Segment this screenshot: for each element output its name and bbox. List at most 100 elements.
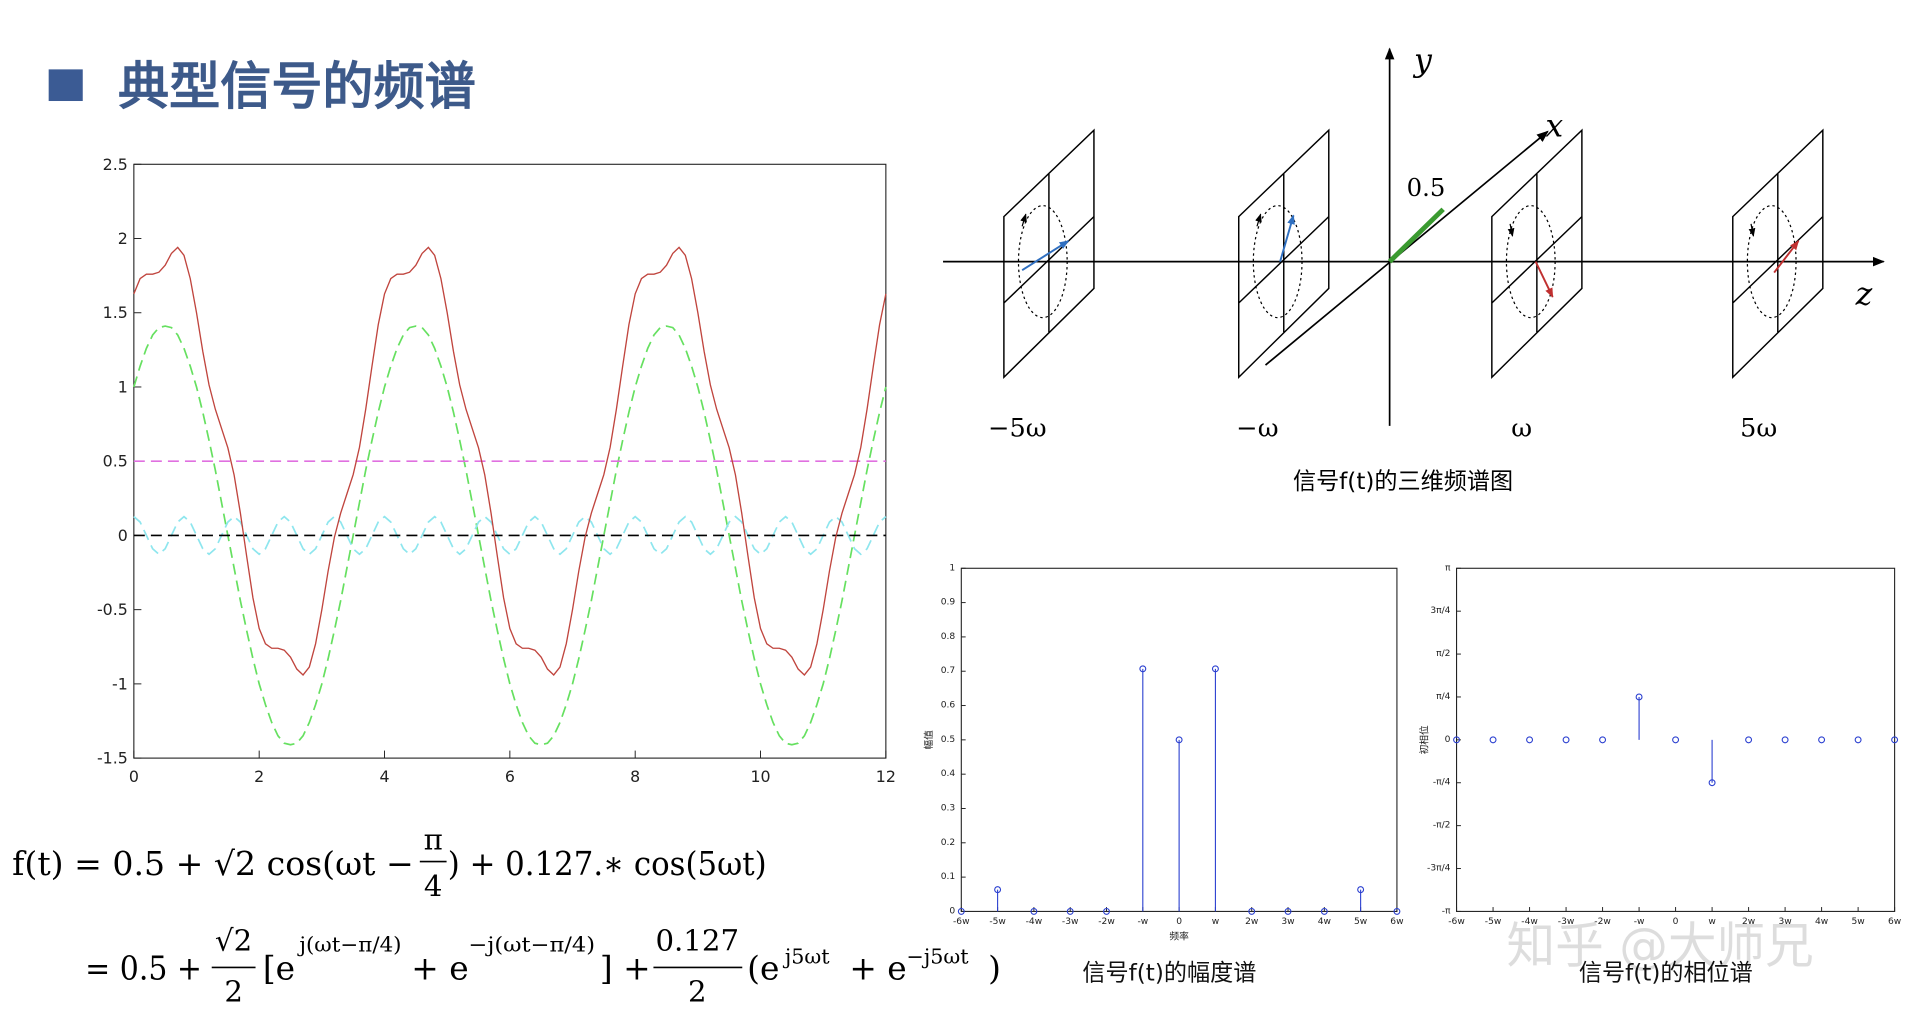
plane-line — [1003, 216, 1095, 304]
x-tick-label: 4 — [379, 767, 389, 786]
frequency-label: ω — [1511, 413, 1532, 443]
y-tick-label: π/4 — [1436, 692, 1451, 702]
y-tick-label: 2.5 — [103, 155, 128, 174]
formula-text: π — [424, 823, 443, 857]
series-line — [133, 325, 887, 746]
phasor-plane — [1003, 128, 1095, 379]
x-tick-label: -5w — [1485, 917, 1502, 927]
stem-marker — [1489, 736, 1497, 744]
x-tick-label: -3w — [1558, 917, 1575, 927]
chart-title: 信号f(t)的幅度谱 — [1082, 960, 1256, 986]
stem-marker — [1672, 736, 1680, 744]
formula-text: (e — [747, 950, 779, 988]
x-tick-label: 0 — [1176, 917, 1182, 927]
x-tick-label: 5w — [1354, 917, 1368, 927]
formula-text: + e — [849, 950, 906, 988]
magnitude-label: 0.5 — [1407, 173, 1446, 202]
x-tick-label: 5w — [1851, 917, 1865, 927]
x-tick-label: -5w — [989, 917, 1006, 927]
x-tick-label: 12 — [876, 767, 896, 786]
phasor-plane — [1238, 128, 1330, 379]
x-tick-label: -6w — [1448, 917, 1465, 927]
series-line — [133, 515, 887, 556]
stem-marker — [1708, 779, 1716, 787]
x-tick-label: -6w — [953, 917, 970, 927]
formula-text: −j5ωt — [907, 944, 970, 968]
rotation-arrow — [1507, 223, 1515, 237]
y-tick-label: 2 — [118, 229, 128, 248]
y-tick-label: 0 — [118, 526, 128, 545]
x-tick-label: 6w — [1390, 917, 1404, 927]
y-tick-label: 1.5 — [103, 303, 128, 322]
y-tick-label: -1.5 — [97, 749, 128, 768]
rotation-circle — [1505, 205, 1556, 319]
stem-marker — [1030, 907, 1038, 915]
rotation-circle — [1746, 205, 1797, 319]
x-tick-label: w — [1708, 917, 1716, 927]
frequency-label: −5ω — [988, 413, 1047, 443]
stem-marker — [1745, 736, 1753, 744]
x-tick-label: 2 — [254, 767, 264, 786]
y-tick-label: -π — [1442, 906, 1451, 916]
rotation-circle — [1017, 205, 1068, 319]
phasor — [1534, 261, 1554, 298]
diagram-caption: 信号f(t)的三维频谱图 — [1293, 469, 1513, 495]
x-tick-label: 3w — [1778, 917, 1792, 927]
plane-line — [1491, 216, 1583, 304]
x-tick-label: 6 — [505, 767, 515, 786]
phasor — [1773, 240, 1800, 274]
x-tick-label: 2w — [1742, 917, 1756, 927]
x-tick-label: 10 — [750, 767, 770, 786]
x-axis-label: 频率 — [1169, 929, 1189, 942]
stem-marker — [994, 886, 1002, 894]
x-tick-label: -w — [1634, 917, 1645, 927]
y-tick-label: -π/4 — [1433, 778, 1451, 788]
formula-text: j5ωt — [783, 944, 830, 968]
plane-line — [1732, 216, 1824, 304]
formula-text: 2 — [224, 975, 243, 1009]
axis-label: z — [1855, 276, 1873, 312]
stem-marker — [1357, 886, 1365, 894]
stem-marker — [1635, 693, 1643, 701]
stem-marker — [1211, 665, 1219, 673]
y-tick-label: 0.1 — [941, 872, 956, 882]
formula-text: [e — [263, 950, 295, 988]
y-tick-label: 0.6 — [941, 701, 956, 711]
y-tick-label: 3π/4 — [1430, 606, 1450, 616]
formula-text: ) — [988, 950, 1001, 988]
stem-marker — [1891, 736, 1899, 744]
frequency-label: −ω — [1236, 413, 1278, 443]
phasor-plane — [1732, 128, 1824, 379]
stem-marker — [1248, 907, 1256, 915]
y-tick-label: 0.8 — [941, 632, 956, 642]
stem-marker — [1175, 736, 1183, 744]
chart-title: 信号f(t)的相位谱 — [1579, 960, 1753, 986]
y-tick-label: 0.2 — [941, 838, 956, 848]
y-tick-label: 0 — [1445, 735, 1451, 745]
y-axis-label: 初相位 — [1417, 725, 1430, 754]
stem-marker — [1139, 665, 1147, 673]
x-tick-label: -3w — [1062, 917, 1079, 927]
x-tick-label: 3w — [1281, 917, 1295, 927]
formula-text: ] + — [600, 950, 651, 988]
stem-marker — [1562, 736, 1570, 744]
formula-text: + e — [411, 950, 468, 988]
y-tick-label: 0.3 — [941, 803, 956, 813]
slide-title: 典型信号的频谱 — [118, 58, 476, 117]
y-tick-label: π — [1445, 563, 1451, 573]
rotation-arrow — [1255, 213, 1262, 227]
formula-text: 2 — [688, 975, 707, 1009]
plot-frame — [1456, 567, 1896, 912]
axis-label: y — [1412, 43, 1433, 79]
formula-text: 4 — [424, 869, 443, 903]
title-bullet — [48, 69, 83, 102]
y-tick-label: 0 — [949, 906, 955, 916]
series-line — [133, 246, 887, 676]
stem-marker — [1453, 736, 1461, 744]
phasor-plane — [1491, 128, 1583, 379]
y-tick-label: 0.4 — [941, 769, 956, 779]
x-tick-label: -4w — [1026, 917, 1043, 927]
frequency-label: 5ω — [1740, 413, 1777, 443]
x-tick-label: 6w — [1888, 917, 1902, 927]
